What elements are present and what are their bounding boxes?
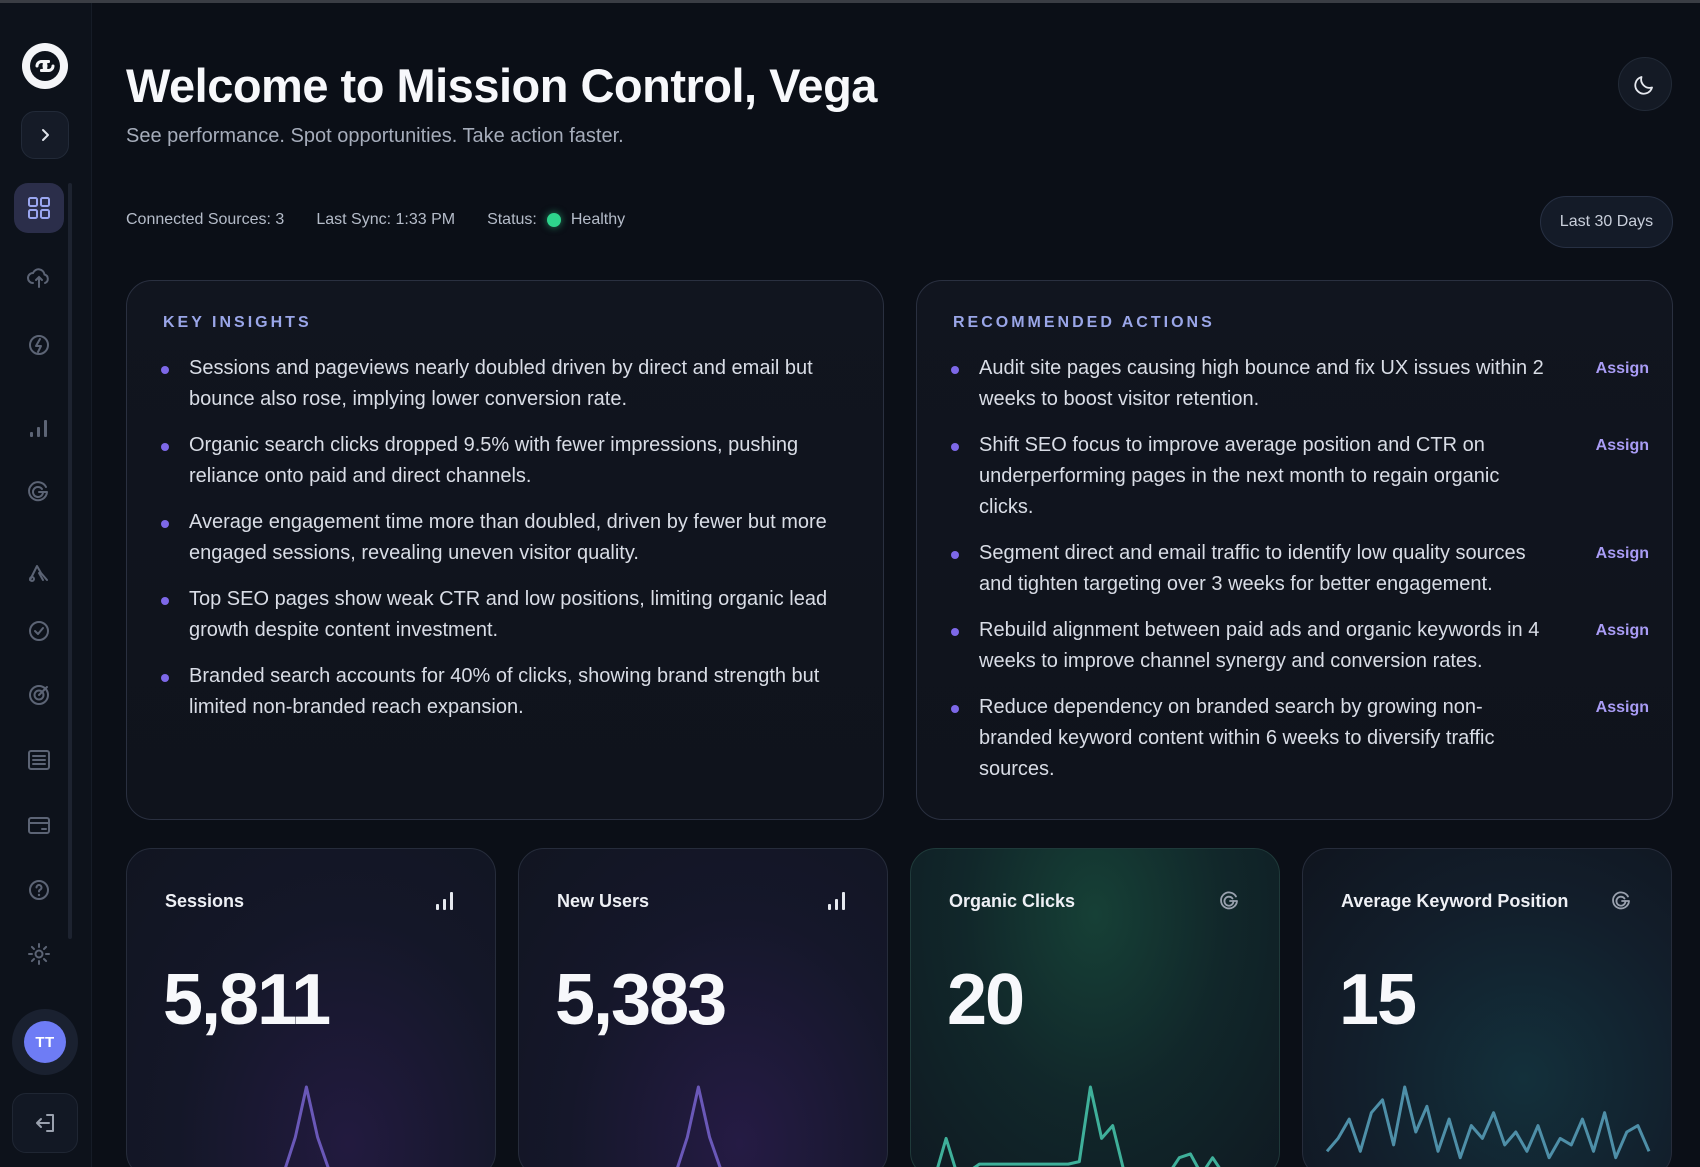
connected-sources: Connected Sources: 3	[126, 211, 285, 228]
insight-item: Average engagement time more than double…	[159, 507, 849, 569]
status-label: Status:	[487, 211, 537, 228]
action-item: Shift SEO focus to improve average posit…	[949, 430, 1649, 523]
metric-card[interactable]: New Users 5,383	[518, 848, 888, 1167]
app-logo-icon[interactable]	[22, 43, 68, 89]
metric-label: Sessions	[165, 891, 245, 911]
status-bar: Connected Sources: 3 Last Sync: 1:33 PM …	[126, 211, 625, 229]
assign-button[interactable]: Assign	[1595, 545, 1649, 562]
metric-card[interactable]: Organic Clicks 20	[910, 848, 1280, 1167]
metric-value: 5,383	[555, 960, 727, 1040]
metric-value: 15	[1339, 960, 1417, 1040]
health-status: Status: Healthy	[487, 211, 625, 229]
moon-icon	[1634, 76, 1653, 95]
assign-button[interactable]: Assign	[1595, 699, 1649, 716]
assign-button[interactable]: Assign	[1595, 622, 1649, 639]
key-insights-title: KEY INSIGHTS	[163, 314, 312, 331]
ads-icon	[29, 565, 48, 582]
metric-sparkline	[284, 1085, 330, 1167]
check-circle-icon	[29, 621, 49, 641]
metric-sparkline	[1325, 1085, 1651, 1160]
sidebar-item-dashboard[interactable]	[14, 183, 64, 233]
google-icon	[1612, 891, 1630, 910]
insight-item: Top SEO pages show weak CTR and low posi…	[159, 584, 849, 646]
action-text: Shift SEO focus to improve average posit…	[979, 434, 1500, 518]
action-text: Reduce dependency on branded search by g…	[979, 696, 1495, 780]
status-value: Healthy	[570, 211, 626, 228]
cloud-upload-icon	[27, 268, 49, 288]
theme-toggle-button[interactable]	[1618, 57, 1672, 111]
sidebar-item-integrations[interactable]	[14, 320, 64, 370]
gear-icon	[28, 943, 50, 965]
user-initials: TT	[24, 1021, 66, 1063]
recommended-actions-list: Audit site pages causing high bounce and…	[949, 353, 1649, 800]
key-insights-panel: KEY INSIGHTS Sessions and pageviews near…	[126, 280, 884, 820]
billing-icon	[28, 817, 50, 834]
sparkline-path	[676, 1085, 722, 1167]
page-subtitle: See performance. Spot opportunities. Tak…	[126, 125, 624, 147]
insight-item: Branded search accounts for 40% of click…	[159, 661, 849, 723]
expand-sidebar-button[interactable]	[21, 111, 69, 159]
sidebar-item-ads[interactable]	[14, 547, 64, 597]
bar-chart-icon	[828, 892, 845, 910]
integrations-icon	[29, 335, 49, 355]
recommended-actions-title: RECOMMENDED ACTIONS	[953, 314, 1215, 331]
sidebar-item-tasks[interactable]	[14, 606, 64, 656]
last-sync: Last Sync: 1:33 PM	[316, 211, 456, 228]
dashboard-icon	[28, 197, 50, 219]
assign-button[interactable]: Assign	[1595, 437, 1649, 454]
assign-button[interactable]: Assign	[1595, 360, 1649, 377]
metric-label: Average Keyword Position	[1341, 891, 1569, 911]
sidebar-item-help[interactable]	[14, 865, 64, 915]
date-range-button[interactable]: Last 30 Days	[1540, 196, 1673, 248]
analytics-icon	[30, 420, 47, 437]
sidebar-item-search-console[interactable]	[14, 467, 64, 517]
sparkline-path	[936, 1085, 1221, 1167]
status-indicator-dot	[546, 213, 561, 227]
logout-icon	[36, 1114, 54, 1132]
action-item: Reduce dependency on branded search by g…	[949, 692, 1649, 785]
metric-sparkline	[676, 1085, 722, 1167]
bar-chart-icon	[436, 892, 453, 910]
action-item: Rebuild alignment between paid ads and o…	[949, 615, 1649, 677]
list-icon	[28, 750, 50, 770]
sidebar-item-analytics[interactable]	[14, 403, 64, 453]
window-top-edge	[0, 0, 1700, 3]
insight-item: Organic search clicks dropped 9.5% with …	[159, 430, 849, 492]
help-icon	[29, 880, 49, 900]
metric-value: 20	[947, 960, 1025, 1040]
sidebar-item-settings[interactable]	[14, 929, 64, 979]
sidebar: TT	[0, 3, 92, 1167]
sidebar-scrollbar[interactable]	[68, 183, 72, 939]
metric-card[interactable]: Average Keyword Position 15	[1302, 848, 1672, 1167]
insight-item: Sessions and pageviews nearly doubled dr…	[159, 353, 849, 415]
sidebar-item-uploads[interactable]	[14, 253, 64, 303]
metric-card[interactable]: Sessions 5,811	[126, 848, 496, 1167]
target-icon	[29, 685, 49, 705]
action-item: Segment direct and email traffic to iden…	[949, 538, 1649, 600]
action-text: Segment direct and email traffic to iden…	[979, 542, 1526, 595]
chevron-right-icon	[42, 129, 49, 141]
metric-sparkline	[936, 1085, 1221, 1167]
sidebar-item-goals[interactable]	[14, 670, 64, 720]
action-item: Audit site pages causing high bounce and…	[949, 353, 1649, 415]
action-text: Audit site pages causing high bounce and…	[979, 357, 1544, 410]
google-icon	[1220, 891, 1238, 910]
action-text: Rebuild alignment between paid ads and o…	[979, 619, 1540, 672]
sparkline-path	[1325, 1085, 1651, 1160]
user-avatar[interactable]: TT	[12, 1009, 78, 1075]
metric-value: 5,811	[163, 960, 331, 1040]
sidebar-item-billing[interactable]	[14, 800, 64, 850]
sidebar-item-reports[interactable]	[14, 735, 64, 785]
recommended-actions-panel: RECOMMENDED ACTIONS Audit site pages cau…	[916, 280, 1673, 820]
logout-button[interactable]	[12, 1093, 78, 1153]
page-title: Welcome to Mission Control, Vega	[126, 59, 877, 112]
google-icon	[28, 481, 48, 502]
key-insights-list: Sessions and pageviews nearly doubled dr…	[159, 353, 849, 738]
metric-label: New Users	[557, 891, 650, 911]
metric-label: Organic Clicks	[949, 891, 1076, 911]
sparkline-path	[284, 1085, 330, 1167]
